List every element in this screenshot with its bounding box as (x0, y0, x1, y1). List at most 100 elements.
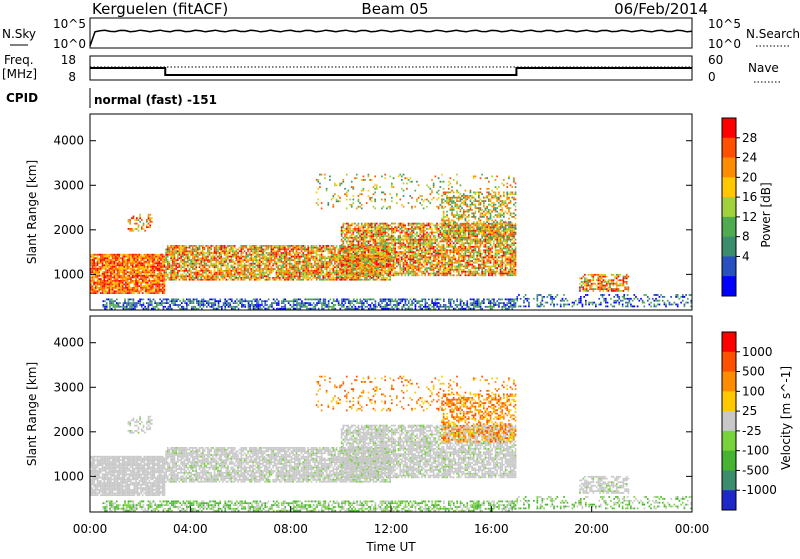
power-cell (382, 265, 385, 268)
power-cell (471, 238, 473, 241)
power-cell (202, 248, 204, 251)
power-cell (105, 255, 107, 258)
power-cell (262, 255, 264, 258)
power-cell (472, 253, 475, 255)
power-cell (304, 264, 306, 267)
power-cell (161, 285, 164, 287)
power-cell (227, 257, 229, 260)
power-cell (255, 252, 258, 254)
power-cell (446, 245, 448, 248)
power-cell (469, 247, 472, 250)
power-cell (381, 248, 383, 251)
power-cell (148, 274, 151, 277)
power-cell (369, 235, 371, 237)
power-cell (215, 246, 218, 249)
power-cell (365, 272, 368, 275)
power-cell (299, 261, 301, 263)
power-cell (375, 259, 378, 261)
power-cell (370, 260, 373, 262)
power-cell (232, 273, 234, 276)
power-cell (141, 292, 144, 294)
power-cell (156, 276, 159, 279)
power-cell (439, 269, 442, 271)
power-cell (314, 264, 316, 267)
power-cell (441, 245, 443, 248)
power-cell (262, 253, 264, 256)
power-cell (257, 248, 259, 251)
power-cell (464, 265, 467, 268)
power-cell (404, 245, 407, 248)
power-cell (454, 247, 457, 250)
power-cell (344, 222, 346, 225)
power-cell (340, 245, 343, 248)
power-cell (386, 278, 388, 281)
power-cell (203, 255, 206, 258)
power-cell (111, 259, 114, 261)
power-cell (277, 275, 279, 278)
power-cell (220, 248, 223, 251)
power-cell (151, 253, 154, 256)
power-cell (381, 278, 383, 281)
power-cell (115, 285, 117, 287)
power-cell (381, 263, 383, 266)
power-cell (243, 257, 246, 260)
power-cell (406, 233, 408, 236)
power-cell (379, 269, 381, 271)
power-cell (141, 264, 144, 267)
power-cell (360, 244, 363, 246)
power-cell (325, 269, 328, 272)
power-cell (304, 273, 306, 276)
power-cell (290, 268, 293, 270)
power-cell (173, 246, 176, 249)
power-cell (300, 261, 303, 263)
power-cell (392, 267, 395, 269)
power-cell (456, 261, 458, 264)
power-cell (243, 277, 246, 279)
power-cell (334, 246, 336, 249)
power-cell (202, 271, 204, 274)
power-cell (451, 249, 453, 252)
power-cell (273, 278, 276, 281)
power-cell (386, 274, 388, 277)
power-cell (148, 288, 151, 291)
power-cell (217, 259, 219, 261)
power-cell (347, 263, 350, 266)
power-cell (340, 248, 343, 251)
power-cell (374, 245, 376, 248)
power-cell (349, 242, 351, 245)
power-cell (429, 251, 432, 253)
power-cell (357, 224, 360, 227)
power-cell (135, 290, 137, 293)
power-cell (103, 266, 106, 268)
power-cell (392, 222, 395, 225)
power-cell (103, 283, 106, 286)
power-cell (365, 254, 368, 257)
power-cell (148, 287, 151, 289)
power-cell (427, 244, 430, 246)
power-cell (265, 255, 268, 258)
power-cell (367, 278, 370, 281)
power-cell (340, 254, 343, 257)
power-cell (379, 224, 381, 227)
power-cell (369, 259, 371, 261)
power-cell (396, 226, 398, 229)
power-cell (146, 280, 149, 282)
power-cell (469, 235, 472, 237)
power-cell (334, 255, 336, 258)
power-cell (217, 275, 219, 278)
power-cell (213, 259, 216, 261)
power-cell (406, 229, 408, 232)
power-cell (161, 283, 164, 286)
power-cell (141, 280, 144, 282)
power-cell (257, 255, 259, 258)
power-cell (369, 258, 371, 261)
power-cell (195, 246, 198, 249)
power-cell (146, 274, 149, 277)
power-cell (386, 248, 388, 251)
power-cell (417, 226, 420, 229)
power-cell (476, 245, 478, 248)
power-cell (170, 257, 172, 260)
power-cell (372, 272, 375, 275)
power-cell (170, 245, 172, 247)
power-cell (355, 256, 358, 259)
